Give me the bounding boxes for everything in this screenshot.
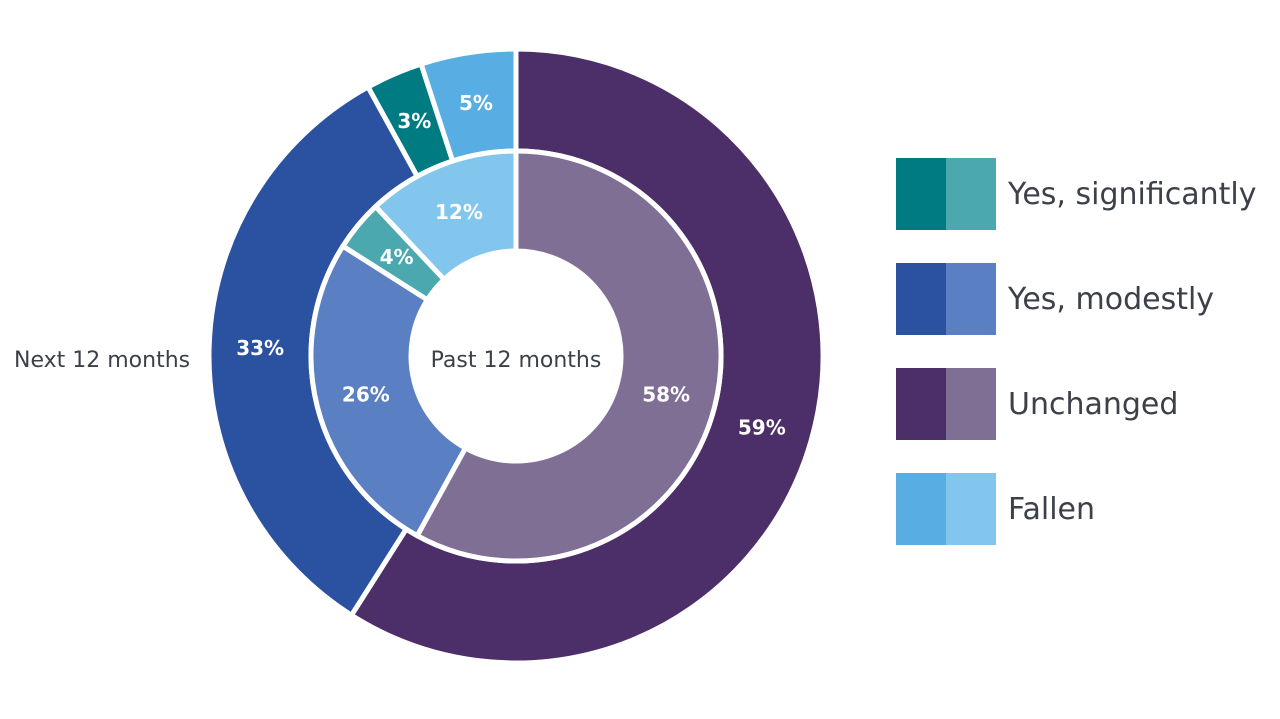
swatch-outer — [896, 473, 946, 545]
inner-slice-fallen — [372, 148, 519, 283]
outer-label-fallen: 5% — [459, 91, 493, 115]
inner-label-yes-modestly: 26% — [342, 383, 390, 407]
legend-label: Yes, modestly — [1008, 281, 1215, 317]
legend-label: Unchanged — [1008, 386, 1179, 422]
inner-ring — [308, 148, 724, 564]
legend-swatch — [896, 473, 996, 545]
inner-ring-label: Past 12 months — [431, 348, 602, 373]
inner-label-unchanged: 58% — [642, 383, 690, 407]
swatch-outer — [896, 263, 946, 335]
swatch-inner — [946, 368, 996, 440]
legend-label: Yes, significantly — [1008, 176, 1257, 212]
swatch-outer — [896, 158, 946, 230]
swatch-inner — [946, 473, 996, 545]
swatch-inner — [946, 263, 996, 335]
legend-item-unchanged: Unchanged — [896, 368, 1257, 440]
legend: Yes, significantly Yes, modestly Unchang… — [896, 158, 1257, 578]
inner-slice-yes-modestly — [308, 242, 469, 540]
percentage-labels: 59% 33% 3% 5% 58% 26% 4% 12% — [236, 91, 786, 439]
legend-label: Fallen — [1008, 491, 1096, 527]
swatch-inner — [946, 158, 996, 230]
outer-label-unchanged: 59% — [738, 415, 786, 439]
outer-label-yes-modestly: 33% — [236, 336, 284, 360]
inner-slice-unchanged — [413, 148, 724, 564]
legend-item-yes-modestly: Yes, modestly — [896, 263, 1257, 335]
legend-swatch — [896, 158, 996, 230]
inner-label-fallen: 12% — [435, 200, 483, 224]
legend-item-yes-significantly: Yes, significantly — [896, 158, 1257, 230]
legend-swatch — [896, 368, 996, 440]
inner-label-yes-significantly: 4% — [380, 245, 414, 269]
legend-item-fallen: Fallen — [896, 473, 1257, 545]
outer-ring-label: Next 12 months — [14, 348, 190, 373]
outer-label-yes-significantly: 3% — [397, 109, 431, 133]
swatch-outer — [896, 368, 946, 440]
legend-swatch — [896, 263, 996, 335]
